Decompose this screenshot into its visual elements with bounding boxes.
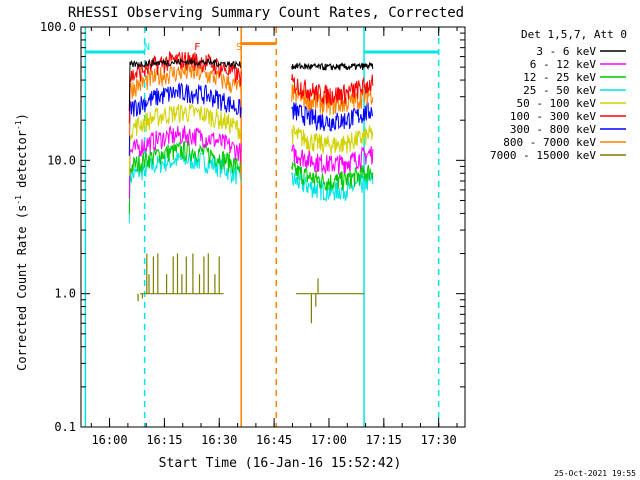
series-line	[128, 140, 242, 215]
y-tick-label: 0.1	[54, 420, 76, 434]
legend-label: 12 - 25 keV	[523, 71, 596, 84]
flag-label: S	[236, 42, 242, 53]
y-tick-label: 10.0	[47, 153, 76, 167]
y-tick-label: 100.0	[40, 20, 76, 34]
x-tick-label: 16:30	[201, 433, 237, 447]
series-line	[291, 144, 374, 175]
x-tick-label: 17:00	[311, 433, 347, 447]
y-axis-label: Corrected Count Rate (s-1 detector-1)	[14, 113, 29, 371]
legend-label: 7000 - 15000 keV	[490, 149, 596, 162]
y-tick-label: 1.0	[54, 287, 76, 301]
legend-label: 25 - 50 keV	[523, 84, 596, 97]
legend-label: 100 - 300 keV	[510, 110, 596, 123]
series-line	[128, 103, 242, 176]
legend-label: 300 - 800 keV	[510, 123, 596, 136]
x-tick-label: 16:45	[256, 433, 292, 447]
x-tick-label: 16:15	[146, 433, 182, 447]
y-axis: 100.0 10.0 1.0 0.1	[40, 20, 465, 434]
series-line	[128, 50, 242, 124]
series-line	[128, 57, 242, 112]
series-line	[291, 61, 374, 71]
series-line	[291, 101, 374, 132]
series-line	[137, 253, 365, 324]
flag-label: F	[194, 42, 200, 53]
x-axis-label: Start Time (16-Jan-16 15:52:42)	[159, 456, 402, 471]
legend-label: 6 - 12 keV	[530, 58, 597, 71]
plot-frame	[80, 26, 466, 428]
flag-label: N	[144, 42, 150, 53]
series-line	[291, 161, 374, 191]
legend-label: 800 - 7000 keV	[503, 136, 596, 149]
date-stamp: 25-Oct-2021 19:55	[554, 469, 636, 478]
legend-title: Det 1,5,7, Att 0	[521, 28, 627, 41]
x-tick-label: 16:00	[91, 433, 127, 447]
legend-label: 50 - 100 keV	[517, 97, 597, 110]
series-line	[291, 74, 374, 106]
chart-title: RHESSI Observing Summary Count Rates, Co…	[68, 5, 464, 21]
x-tick-label: 17:30	[421, 433, 457, 447]
series-line	[128, 125, 242, 199]
series-line	[291, 124, 374, 156]
x-axis: 16:00 16:15 16:30 16:45 17:00 17:15 17:30	[90, 27, 458, 447]
legend-label: 3 - 6 keV	[536, 45, 596, 58]
x-tick-label: 17:15	[366, 433, 402, 447]
series-line	[128, 82, 242, 156]
